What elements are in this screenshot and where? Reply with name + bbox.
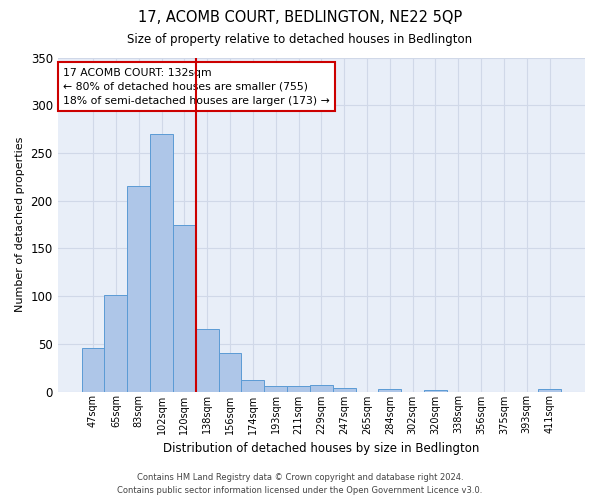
Bar xyxy=(173,224,196,392)
Bar xyxy=(241,380,264,392)
Text: 17 ACOMB COURT: 132sqm
← 80% of detached houses are smaller (755)
18% of semi-de: 17 ACOMB COURT: 132sqm ← 80% of detached… xyxy=(63,68,329,106)
Bar xyxy=(538,388,561,392)
Bar xyxy=(150,134,173,392)
Bar xyxy=(424,390,447,392)
Text: 17, ACOMB COURT, BEDLINGTON, NE22 5QP: 17, ACOMB COURT, BEDLINGTON, NE22 5QP xyxy=(138,10,462,25)
Text: Contains HM Land Registry data © Crown copyright and database right 2024.
Contai: Contains HM Land Registry data © Crown c… xyxy=(118,474,482,495)
Bar xyxy=(333,388,356,392)
Text: Size of property relative to detached houses in Bedlington: Size of property relative to detached ho… xyxy=(127,32,473,46)
Bar xyxy=(196,328,218,392)
Bar xyxy=(127,186,150,392)
X-axis label: Distribution of detached houses by size in Bedlington: Distribution of detached houses by size … xyxy=(163,442,479,455)
Bar xyxy=(104,295,127,392)
Bar xyxy=(218,354,241,392)
Bar xyxy=(287,386,310,392)
Y-axis label: Number of detached properties: Number of detached properties xyxy=(15,137,25,312)
Bar xyxy=(264,386,287,392)
Bar xyxy=(82,348,104,392)
Bar xyxy=(310,385,333,392)
Bar xyxy=(379,388,401,392)
